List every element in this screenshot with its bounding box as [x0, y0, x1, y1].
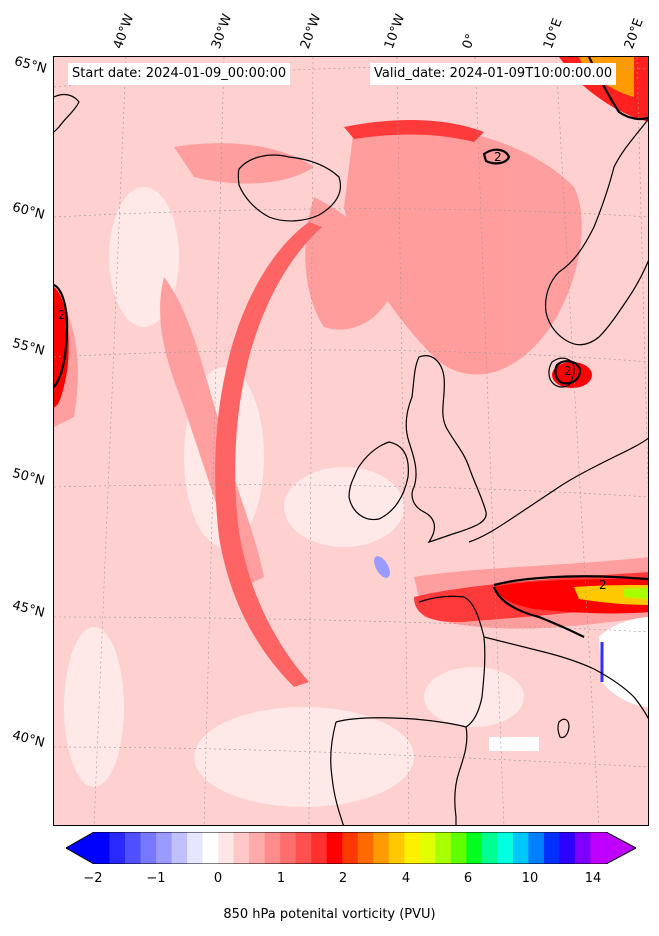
- lon-label-10e: 10°E: [540, 16, 566, 51]
- lat-label-60n: 60°N: [10, 200, 47, 223]
- lat-label-45n: 45°N: [10, 598, 47, 621]
- colorbar-segment: [233, 832, 250, 864]
- colorbar-segment: [590, 832, 607, 864]
- graticule: [54, 57, 648, 825]
- colorbar-segment: [450, 832, 467, 864]
- lat-label-40n: 40°N: [10, 728, 47, 751]
- colorbar-segment: [497, 832, 514, 864]
- colorbar-segment: [342, 832, 359, 864]
- pv-band-arc: [215, 222, 322, 687]
- valid-date-label: Valid_date: 2024-01-09T10:00:00.00: [370, 63, 617, 85]
- colorbar-segment: [171, 832, 188, 864]
- colorbar-segment: [388, 832, 405, 864]
- colorbar-segment: [481, 832, 498, 864]
- colorbar-segment: [466, 832, 483, 864]
- cb-tick-14: 14: [584, 871, 602, 886]
- lon-label-10w: 10°W: [381, 12, 409, 51]
- colorbar-segment: [280, 832, 297, 864]
- colorbar-segment: [94, 832, 111, 864]
- colorbar-segment: [202, 832, 219, 864]
- map-panel[interactable]: 2 2 2 2: [53, 56, 649, 826]
- colorbar-extend-low: [66, 832, 94, 864]
- colorbar-segment: [264, 832, 281, 864]
- cb-tick-m2: −2: [83, 871, 103, 886]
- colorbar-segment: [512, 832, 529, 864]
- pv-skagerrak: [552, 362, 592, 388]
- colorbar-label: 850 hPa potenital vorticity (PVU): [223, 907, 436, 922]
- pv-2-contours: [54, 57, 648, 638]
- contour-label-west: 2: [58, 308, 66, 322]
- start-date-label: Start date: 2024-01-09_00:00:00: [68, 63, 291, 85]
- pv-left-edge: [54, 287, 69, 407]
- contour-label-france: 2: [599, 578, 607, 592]
- cb-tick-1: 1: [276, 871, 286, 886]
- colorbar-segment: [311, 832, 328, 864]
- lon-label-20w: 20°W: [297, 12, 325, 51]
- pv-map: 2 2 2 2: [54, 57, 648, 825]
- lat-label-55n: 55°N: [10, 336, 47, 359]
- colorbar-segment: [543, 832, 560, 864]
- lon-label-40w: 40°W: [110, 12, 138, 51]
- colorbar-segment: [187, 832, 204, 864]
- colorbar-segment: [125, 832, 142, 864]
- colorbar-segment: [574, 832, 591, 864]
- colorbar-segment: [295, 832, 312, 864]
- pv-spain-white: [489, 737, 539, 751]
- cb-tick-m1: −1: [146, 871, 166, 886]
- colorbar-segment: [357, 832, 374, 864]
- contour-label-skagerrak: 2: [564, 364, 572, 378]
- lon-label-30w: 30°W: [208, 12, 236, 51]
- pv-blue-patch: [374, 556, 390, 578]
- cb-tick-0: 0: [213, 871, 223, 886]
- lon-label-0: 0°: [459, 31, 480, 51]
- colorbar-segment: [326, 832, 343, 864]
- cb-tick-6: 6: [463, 871, 473, 886]
- colorbar-segment: [249, 832, 266, 864]
- lon-label-20e: 20°E: [621, 16, 647, 51]
- colorbar-segment: [109, 832, 126, 864]
- lat-label-50n: 50°N: [10, 466, 47, 489]
- contour-label-north-sea: 2: [494, 150, 502, 164]
- colorbar-segment: [559, 832, 576, 864]
- colorbar-segment: [140, 832, 157, 864]
- colorbar-segment: [156, 832, 173, 864]
- colorbar-segment: [373, 832, 390, 864]
- colorbar-segment: [528, 832, 545, 864]
- cb-tick-2: 2: [338, 871, 348, 886]
- colorbar-segment: [218, 832, 235, 864]
- pv-alps-negative: [599, 617, 648, 707]
- colorbar-extend-high: [606, 832, 636, 864]
- pv-green-core: [624, 588, 648, 599]
- coastlines: [54, 93, 648, 825]
- cb-tick-4: 4: [401, 871, 411, 886]
- colorbar-segment: [419, 832, 436, 864]
- colorbar-segment: [404, 832, 421, 864]
- lat-label-65n: 65°N: [12, 54, 49, 77]
- pv-band-norwegian: [344, 120, 484, 142]
- colorbar-segment: [435, 832, 452, 864]
- cb-tick-10: 10: [521, 871, 539, 886]
- colorbar: [66, 832, 636, 864]
